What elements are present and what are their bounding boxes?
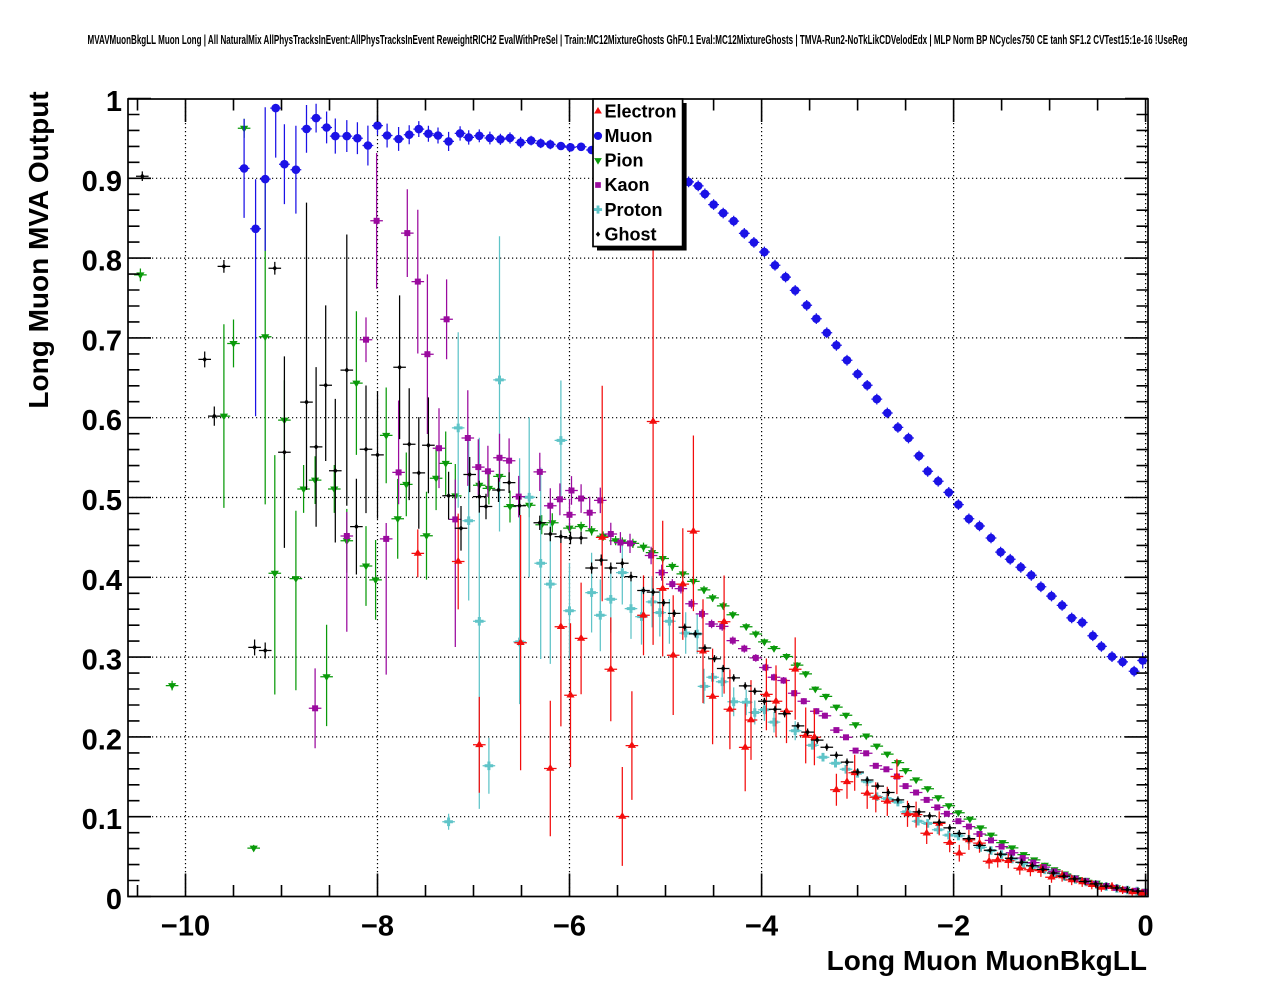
svg-text:0: 0 xyxy=(106,884,122,916)
svg-text:0.2: 0.2 xyxy=(82,724,122,756)
svg-text:Electron: Electron xyxy=(605,102,677,122)
svg-text:−8: −8 xyxy=(361,911,394,943)
svg-text:−4: −4 xyxy=(745,911,778,943)
svg-text:1: 1 xyxy=(106,86,122,118)
svg-text:0.7: 0.7 xyxy=(82,325,122,357)
svg-text:0.6: 0.6 xyxy=(82,405,122,437)
svg-text:0.4: 0.4 xyxy=(82,565,122,597)
svg-text:0.3: 0.3 xyxy=(82,645,122,677)
svg-text:−6: −6 xyxy=(553,911,586,943)
svg-text:Pion: Pion xyxy=(605,151,644,171)
svg-text:0.8: 0.8 xyxy=(82,246,122,278)
svg-text:0: 0 xyxy=(1138,911,1154,943)
svg-text:0.5: 0.5 xyxy=(82,485,122,517)
svg-text:Long Muon MVA Output: Long Muon MVA Output xyxy=(23,91,54,408)
svg-text:Muon: Muon xyxy=(605,126,653,146)
svg-text:Proton: Proton xyxy=(605,200,663,220)
svg-text:Ghost: Ghost xyxy=(605,224,657,244)
svg-text:0.1: 0.1 xyxy=(82,804,122,836)
svg-text:Long Muon MuonBkgLL: Long Muon MuonBkgLL xyxy=(827,945,1147,976)
svg-text:−10: −10 xyxy=(161,911,210,943)
svg-text:Kaon: Kaon xyxy=(605,175,650,195)
svg-text:0.9: 0.9 xyxy=(82,166,122,198)
svg-text:−2: −2 xyxy=(937,911,970,943)
svg-text:MVAVMuonBkgLL Muon Long | All: MVAVMuonBkgLL Muon Long | All NaturalMix… xyxy=(88,33,1188,47)
